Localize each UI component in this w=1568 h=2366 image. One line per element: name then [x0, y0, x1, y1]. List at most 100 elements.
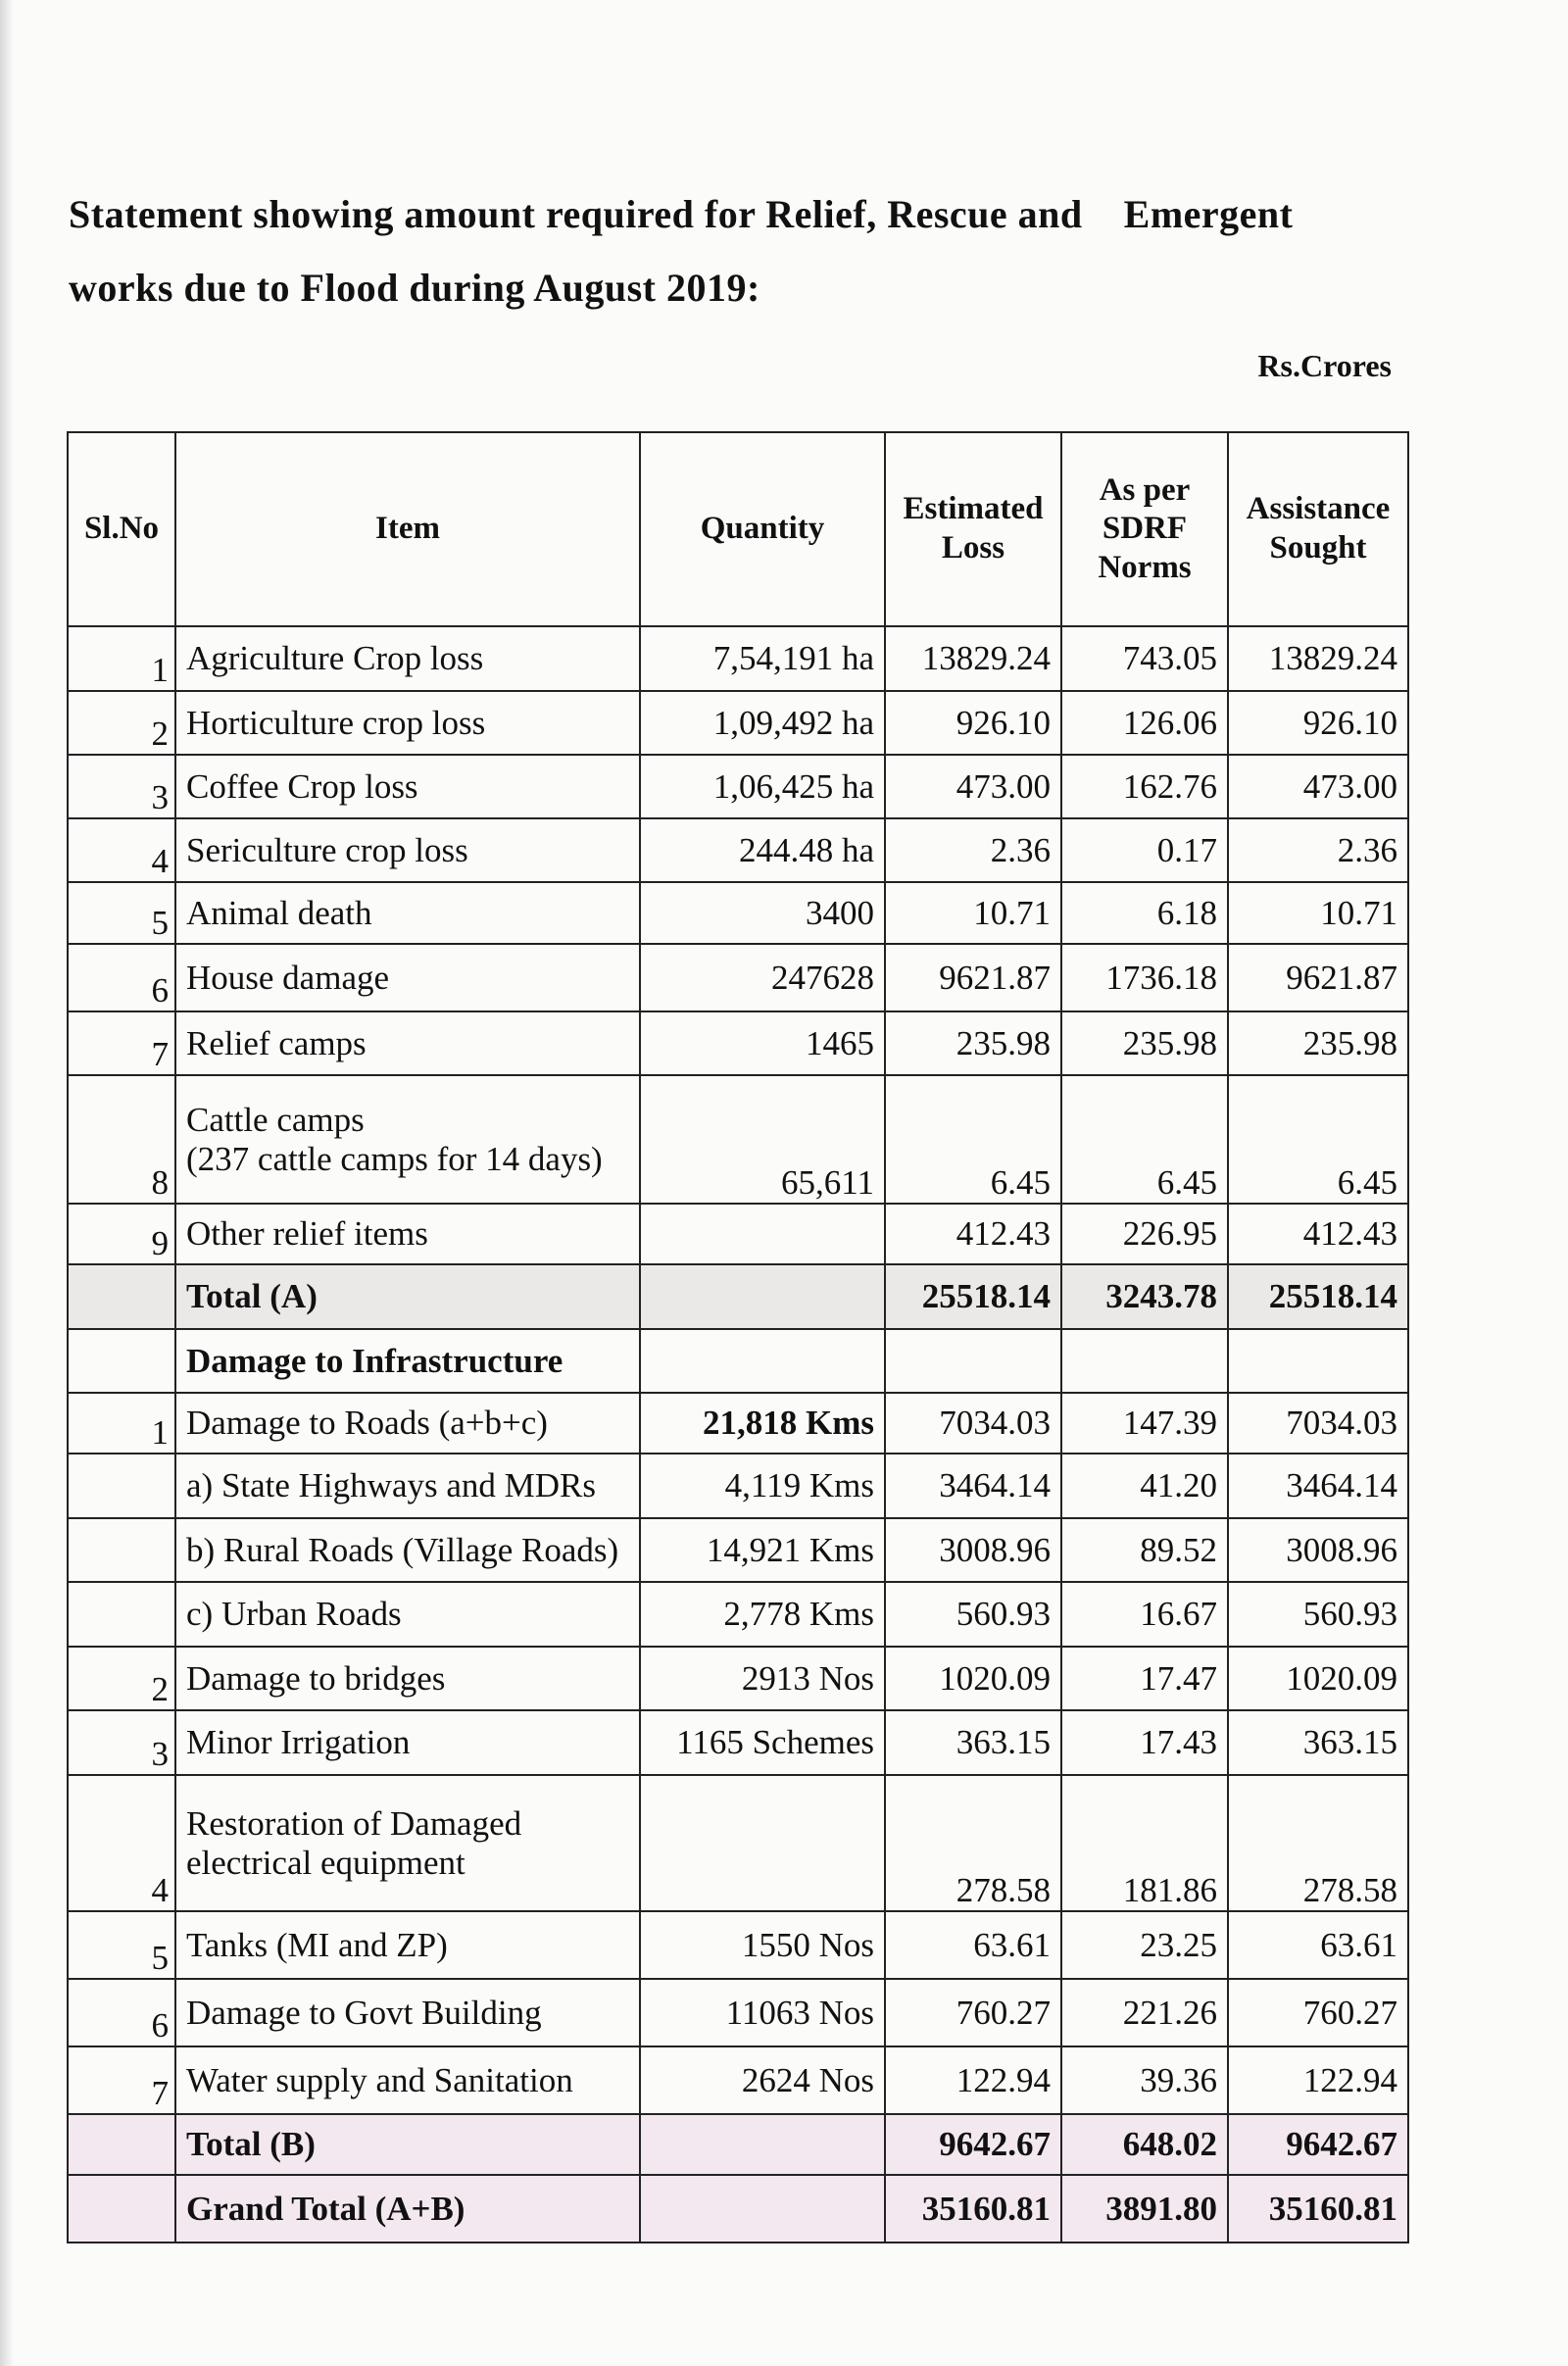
quantity-cell: 3400 — [639, 881, 886, 945]
sl-no-cell: 5 — [67, 881, 176, 945]
table-row: 3 Minor Irrigation 1165 Schemes 363.15 17.43… — [67, 1709, 1409, 1776]
quantity-cell: 21,818 Kms — [639, 1392, 886, 1454]
sdrf-norms-cell: 162.76 — [1060, 754, 1229, 819]
estimated-loss-cell — [884, 1328, 1062, 1394]
assistance-sought-cell: 3008.96 — [1227, 1517, 1409, 1583]
table-row: 1 Damage to Roads (a+b+c) 21,818 Kms 7034.0… — [67, 1392, 1409, 1454]
table-row: 2 Horticulture crop loss 1,09,492 ha 926.10… — [67, 690, 1409, 756]
estimated-loss-cell: 926.10 — [884, 690, 1062, 756]
estimated-loss-cell: 2.36 — [884, 817, 1062, 883]
quantity-cell: 7,54,191 ha — [639, 625, 886, 692]
assistance-sought-cell: 122.94 — [1227, 2046, 1409, 2115]
table-row: Grand Total (A+B) 35160.81 3891.80 35160.81 — [67, 2174, 1409, 2243]
quantity-cell — [639, 1774, 886, 1912]
sdrf-norms-cell: 226.95 — [1060, 1203, 1229, 1265]
sdrf-norms-cell: 0.17 — [1060, 817, 1229, 883]
quantity-cell: 1165 Schemes — [639, 1709, 886, 1776]
sdrf-norms-cell: 235.98 — [1060, 1010, 1229, 1076]
sdrf-norms-cell: 23.25 — [1060, 1910, 1229, 1980]
sl-no-cell: 4 — [67, 817, 176, 883]
estimated-loss-cell: 473.00 — [884, 754, 1062, 819]
table-row: 4 Restoration of Damaged electrical equip… — [67, 1774, 1409, 1912]
col-assistance-sought: Assistance Sought — [1227, 431, 1409, 627]
assistance-sought-cell: 473.00 — [1227, 754, 1409, 819]
quantity-cell: 1550 Nos — [639, 1910, 886, 1980]
sl-no-cell: 3 — [67, 754, 176, 819]
item-cell: b) Rural Roads (Village Roads) — [174, 1517, 641, 1583]
estimated-loss-cell: 25518.14 — [884, 1263, 1062, 1330]
table-header-row: Sl.No Item Quantity Estimated Loss As pe… — [67, 431, 1409, 627]
sdrf-norms-cell: 41.20 — [1060, 1453, 1229, 1519]
table-row: 9 Other relief items 412.43 226.95 412.43 — [67, 1203, 1409, 1265]
estimated-loss-cell: 7034.03 — [884, 1392, 1062, 1454]
assistance-sought-cell: 2.36 — [1227, 817, 1409, 883]
item-cell: c) Urban Roads — [174, 1581, 641, 1648]
sl-no-cell: 3 — [67, 1709, 176, 1776]
item-cell: Grand Total (A+B) — [174, 2174, 641, 2243]
estimated-loss-cell: 363.15 — [884, 1709, 1062, 1776]
quantity-cell: 2913 Nos — [639, 1646, 886, 1711]
sl-no-cell — [67, 1581, 176, 1648]
sl-no-cell: 7 — [67, 1010, 176, 1076]
quantity-cell: 11063 Nos — [639, 1978, 886, 2047]
quantity-cell: 2,778 Kms — [639, 1581, 886, 1648]
assistance-sought-cell — [1227, 1328, 1409, 1394]
item-cell: Damage to bridges — [174, 1646, 641, 1711]
page-edge-shadow — [0, 0, 14, 2366]
statement-title-line-2: works due to Flood during August 2019: — [69, 266, 760, 310]
sdrf-norms-cell: 16.67 — [1060, 1581, 1229, 1648]
quantity-cell — [639, 1328, 886, 1394]
assistance-sought-cell: 1020.09 — [1227, 1646, 1409, 1711]
estimated-loss-cell: 13829.24 — [884, 625, 1062, 692]
col-item: Item — [174, 431, 641, 627]
sdrf-norms-cell: 147.39 — [1060, 1392, 1229, 1454]
item-cell: Damage to Roads (a+b+c) — [174, 1392, 641, 1454]
assistance-sought-cell: 63.61 — [1227, 1910, 1409, 1980]
quantity-cell: 2624 Nos — [639, 2046, 886, 2115]
sl-no-cell: 6 — [67, 1978, 176, 2047]
sl-no-cell — [67, 1517, 176, 1583]
estimated-loss-cell: 63.61 — [884, 1910, 1062, 1980]
estimated-loss-cell: 6.45 — [884, 1074, 1062, 1205]
item-cell: Agriculture Crop loss — [174, 625, 641, 692]
table-row: 5 Animal death 3400 10.71 6.18 10.71 — [67, 881, 1409, 945]
table-row: 4 Sericulture crop loss 244.48 ha 2.36 0.17 2… — [67, 817, 1409, 883]
sdrf-norms-cell: 17.43 — [1060, 1709, 1229, 1776]
assistance-sought-cell: 35160.81 — [1227, 2174, 1409, 2243]
quantity-cell — [639, 1263, 886, 1330]
sdrf-norms-cell: 181.86 — [1060, 1774, 1229, 1912]
assistance-sought-cell: 10.71 — [1227, 881, 1409, 945]
col-estimated-loss: Estimated Loss — [884, 431, 1062, 627]
table-row: 7 Relief camps 1465 235.98 235.98 235.98 — [67, 1010, 1409, 1076]
sl-no-cell: 5 — [67, 1910, 176, 1980]
item-cell: Other relief items — [174, 1203, 641, 1265]
item-cell: House damage — [174, 943, 641, 1012]
quantity-cell: 1,06,425 ha — [639, 754, 886, 819]
assistance-sought-cell: 6.45 — [1227, 1074, 1409, 1205]
sdrf-norms-cell: 89.52 — [1060, 1517, 1229, 1583]
sdrf-norms-cell: 126.06 — [1060, 690, 1229, 756]
table-row: 5 Tanks (MI and ZP) 1550 Nos 63.61 23.25 63.6… — [67, 1910, 1409, 1980]
table-row: c) Urban Roads 2,778 Kms 560.93 16.67 560.93 — [67, 1581, 1409, 1648]
quantity-cell — [639, 1203, 886, 1265]
item-cell: Sericulture crop loss — [174, 817, 641, 883]
assistance-sought-cell: 9642.67 — [1227, 2113, 1409, 2176]
col-sdrf-norms: As per SDRF Norms — [1060, 431, 1229, 627]
estimated-loss-cell: 278.58 — [884, 1774, 1062, 1912]
sdrf-norms-cell: 17.47 — [1060, 1646, 1229, 1711]
quantity-cell: 1,09,492 ha — [639, 690, 886, 756]
assistance-sought-cell: 7034.03 — [1227, 1392, 1409, 1454]
item-cell: Tanks (MI and ZP) — [174, 1910, 641, 1980]
table-row: Total (B) 9642.67 648.02 9642.67 — [67, 2113, 1409, 2176]
estimated-loss-cell: 412.43 — [884, 1203, 1062, 1265]
table-row: 2 Damage to bridges 2913 Nos 1020.09 17.47 10… — [67, 1646, 1409, 1711]
sl-no-cell — [67, 1328, 176, 1394]
table-row: 6 Damage to Govt Building 11063 Nos 760.27 2… — [67, 1978, 1409, 2047]
item-cell: Animal death — [174, 881, 641, 945]
item-cell: Damage to Govt Building — [174, 1978, 641, 2047]
col-quantity: Quantity — [639, 431, 886, 627]
quantity-cell: 244.48 ha — [639, 817, 886, 883]
assistance-sought-cell: 9621.87 — [1227, 943, 1409, 1012]
item-cell: Horticulture crop loss — [174, 690, 641, 756]
quantity-cell: 4,119 Kms — [639, 1453, 886, 1519]
